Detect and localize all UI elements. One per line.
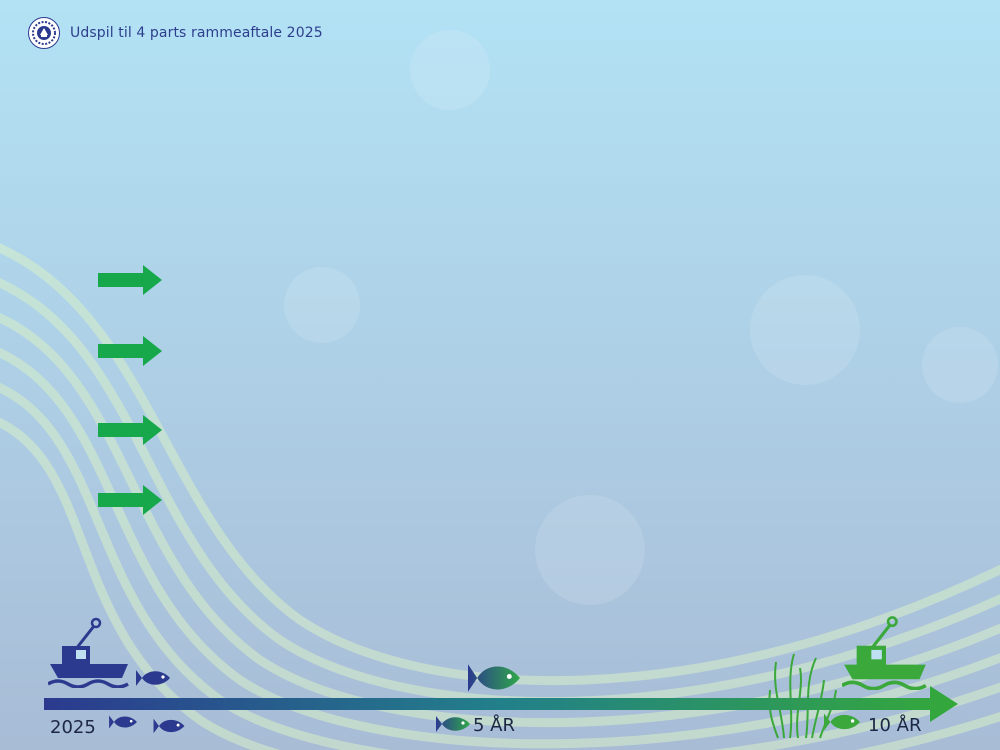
fish-icon	[109, 715, 137, 729]
page-title: Udspil til 4 parts rammeaftale 2025	[70, 25, 323, 41]
fishing-boat-icon	[48, 617, 129, 688]
right-arrow-icon	[98, 265, 162, 295]
fish-icon	[436, 716, 470, 732]
fish-icon	[824, 713, 860, 731]
fish-icon	[136, 670, 170, 686]
right-arrow-icon	[98, 485, 162, 515]
crest-logo-icon	[28, 17, 60, 49]
fish-icon	[468, 664, 520, 692]
decor-bubbles	[284, 30, 998, 605]
timeline-mid-label: 5 ÅR	[473, 715, 515, 736]
timeline-end-label: 10 ÅR	[868, 715, 922, 736]
timeline-start-label: 2025	[50, 717, 96, 738]
fishing-boat-icon	[842, 616, 927, 690]
right-arrow-icon	[98, 336, 162, 366]
header: Udspil til 4 parts rammeaftale 2025	[28, 16, 323, 50]
right-arrow-icon	[98, 415, 162, 445]
fish-icon	[153, 718, 185, 734]
timeline-arrow	[44, 686, 958, 722]
decor-waves	[0, 243, 1000, 750]
